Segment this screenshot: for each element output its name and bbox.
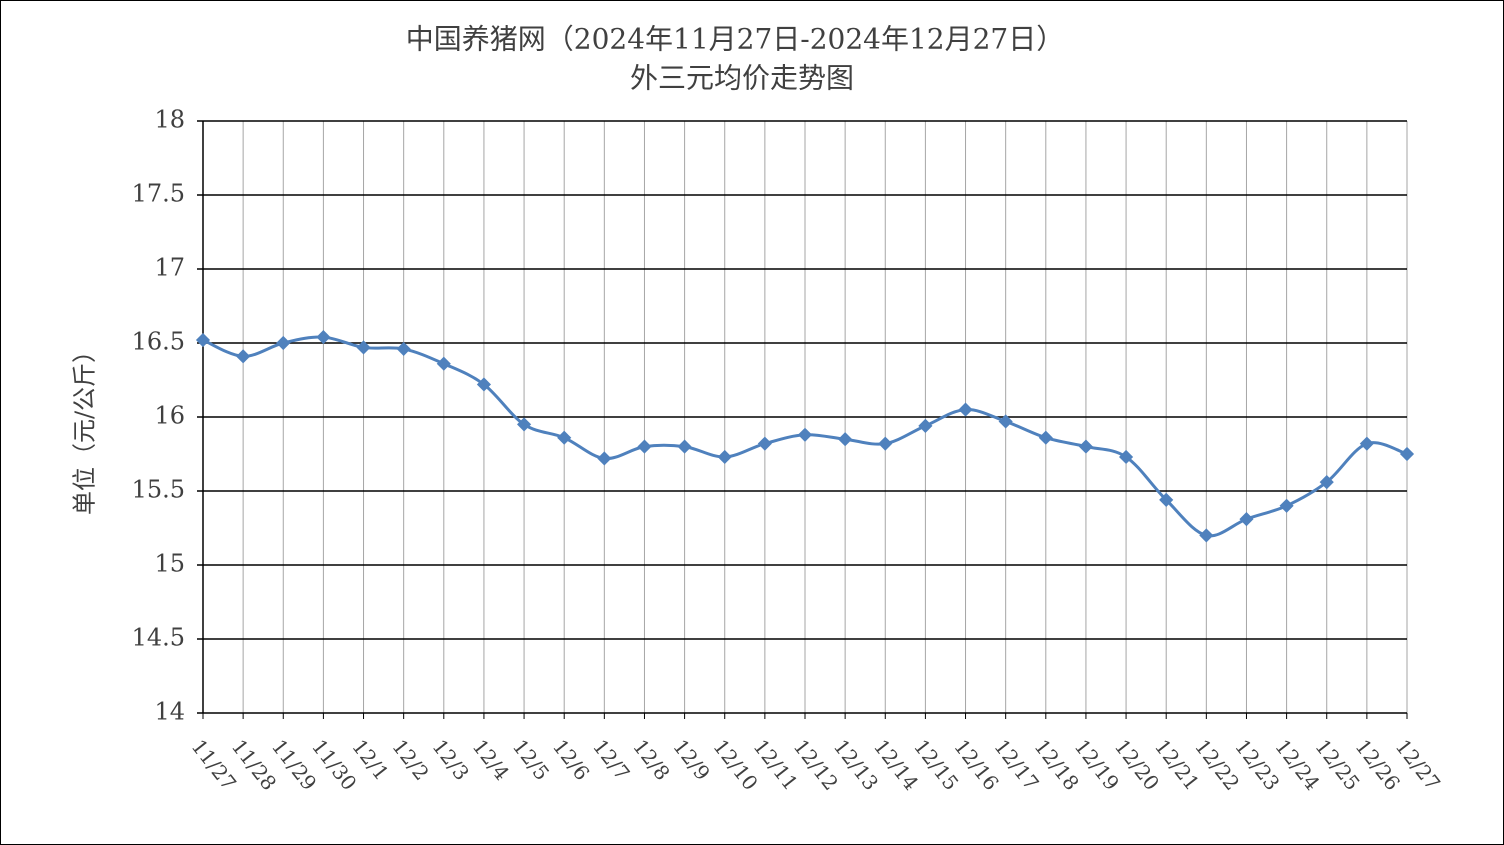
data-point <box>316 330 331 345</box>
data-point <box>516 417 532 432</box>
data-point <box>998 414 1013 429</box>
data-point <box>797 427 813 442</box>
data-point <box>838 432 853 447</box>
y-axis-label: 单位（元/公斤） <box>71 339 99 515</box>
data-point <box>1038 430 1053 445</box>
y-tick-label: 16.5 <box>132 328 185 356</box>
data-point <box>1199 528 1214 543</box>
data-point <box>958 402 973 417</box>
data-point <box>878 436 893 451</box>
data-point <box>396 341 411 356</box>
chart-title: 中国养猪网（2024年11月27日-2024年12月27日） <box>406 23 1065 56</box>
data-point <box>597 451 612 466</box>
data-point <box>918 418 933 433</box>
data-point <box>476 377 492 392</box>
data-point <box>1399 446 1415 462</box>
y-tick-label: 14 <box>154 698 185 726</box>
data-point <box>557 430 572 445</box>
y-tick-label: 17.5 <box>132 180 185 208</box>
data-point <box>757 436 772 451</box>
data-point <box>236 349 251 364</box>
data-point <box>1239 512 1254 527</box>
chart-subtitle: 外三元均价走势图 <box>630 62 854 95</box>
data-point <box>1279 498 1294 513</box>
data-point <box>1359 436 1374 451</box>
data-point <box>356 340 371 355</box>
data-point <box>677 439 692 454</box>
data-point <box>195 332 211 348</box>
data-point <box>1118 449 1134 465</box>
data-point <box>717 449 732 465</box>
y-tick-label: 17 <box>154 254 185 282</box>
data-point <box>1159 492 1174 507</box>
y-tick-label: 18 <box>154 106 185 134</box>
data-point <box>637 439 652 454</box>
y-tick-label: 16 <box>154 402 185 430</box>
y-tick-label: 14.5 <box>132 624 185 652</box>
y-tick-label: 15 <box>154 550 185 578</box>
data-point <box>1078 439 1094 454</box>
data-point <box>276 335 291 351</box>
data-point <box>1319 475 1334 490</box>
y-tick-label: 15.5 <box>132 476 185 504</box>
data-point <box>436 356 451 371</box>
